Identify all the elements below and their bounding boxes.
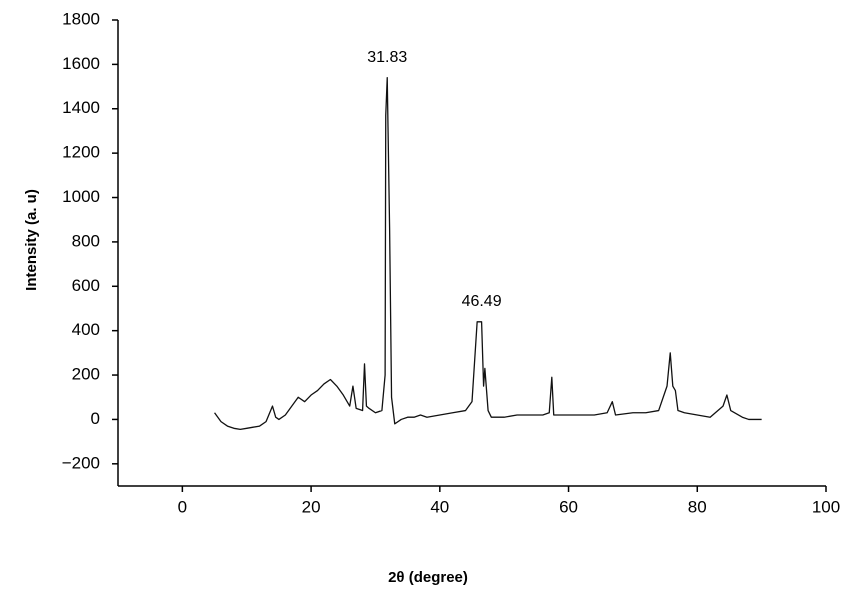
peak-annotation: 31.83 <box>367 49 407 66</box>
y-tick-label: 600 <box>72 276 100 295</box>
y-tick-label: 0 <box>91 409 100 428</box>
y-tick-label: 1400 <box>62 98 100 117</box>
y-tick-label: 1000 <box>62 187 100 206</box>
xrd-line <box>214 77 762 431</box>
y-tick-label: 200 <box>72 365 100 384</box>
x-axis-label: 2θ (degree) <box>388 569 468 586</box>
y-tick-label: −200 <box>62 453 100 472</box>
y-tick-label: 800 <box>72 231 100 250</box>
x-tick-label: 0 <box>178 497 187 516</box>
y-tick-label: 1600 <box>62 54 100 73</box>
y-tick-label: 1200 <box>62 143 100 162</box>
x-tick-label: 40 <box>430 497 449 516</box>
x-tick-label: 80 <box>688 497 707 516</box>
x-tick-label: 20 <box>302 497 321 516</box>
y-tick-label: 400 <box>72 320 100 339</box>
peak-annotation: 46.49 <box>462 293 502 310</box>
x-tick-label: 60 <box>559 497 578 516</box>
y-tick-label: 1800 <box>62 9 100 28</box>
x-tick-label: 100 <box>812 497 840 516</box>
y-axis-label: Intensity (a. u) <box>23 189 40 291</box>
